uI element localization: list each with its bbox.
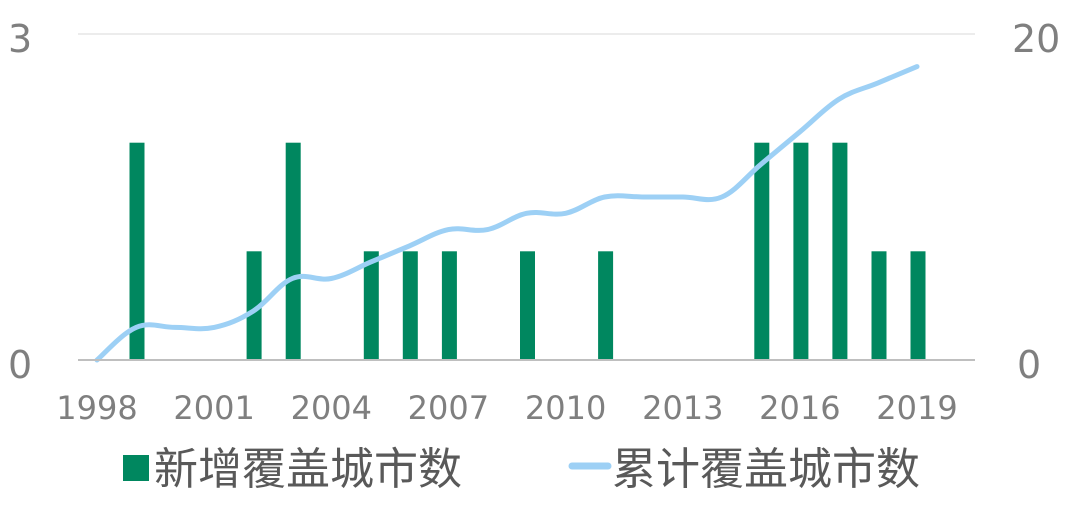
bar-2005 xyxy=(363,251,379,360)
x-tick-label-2016: 2016 xyxy=(759,389,840,427)
x-tick-label-1998: 1998 xyxy=(56,389,137,427)
bar-2002 xyxy=(246,251,262,360)
right-axis-max-label: 20 xyxy=(1012,17,1060,61)
legend: 新增覆盖城市数 累计覆盖城市数 xyxy=(123,444,920,495)
x-tick-label-2004: 2004 xyxy=(291,389,372,427)
line-series xyxy=(94,64,920,363)
x-axis-tick-labels: 1998 2001 2004 2007 2010 2013 2016 2019 xyxy=(56,389,957,427)
bar-2007 xyxy=(441,251,457,360)
cumulative-line xyxy=(94,64,920,363)
bar-2018 xyxy=(871,251,887,360)
bar-series xyxy=(129,142,926,360)
right-axis-min-label: 0 xyxy=(1017,343,1041,387)
bar-2009 xyxy=(520,251,535,360)
bar-2015 xyxy=(754,142,770,360)
bar-2011 xyxy=(598,251,614,360)
left-axis-min-label: 0 xyxy=(8,343,32,387)
bar-2019 xyxy=(910,251,926,360)
x-tick-label-2007: 2007 xyxy=(408,389,489,427)
x-tick-label-2010: 2010 xyxy=(525,389,606,427)
legend-line-label: 累计覆盖城市数 xyxy=(612,444,920,495)
left-axis-max-label: 3 xyxy=(8,17,32,61)
legend-bar-swatch xyxy=(123,455,149,481)
bar-2006 xyxy=(402,251,418,360)
bar-1999 xyxy=(129,142,145,360)
bar-2017 xyxy=(832,142,848,360)
bar-2016 xyxy=(793,142,809,360)
x-tick-label-2019: 2019 xyxy=(876,389,957,427)
x-tick-label-2013: 2013 xyxy=(642,389,723,427)
legend-bar-label: 新增覆盖城市数 xyxy=(154,444,462,495)
x-tick-label-2001: 2001 xyxy=(173,389,254,427)
bar-2003 xyxy=(285,142,301,360)
